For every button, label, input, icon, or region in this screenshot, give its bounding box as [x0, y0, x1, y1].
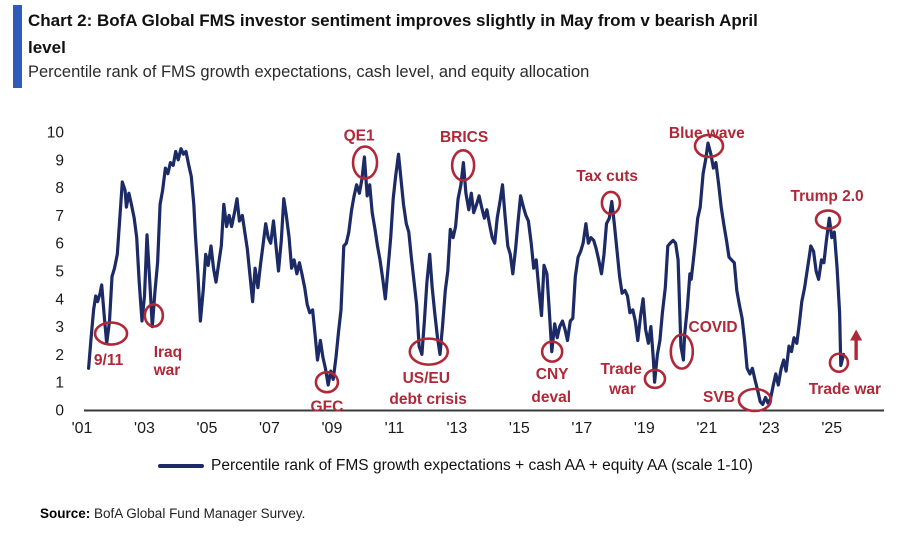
title-accent-bar	[13, 5, 22, 88]
legend: Percentile rank of FMS growth expectatio…	[158, 457, 753, 475]
y-tick-label: 1	[55, 375, 64, 392]
y-tick-label: 0	[55, 403, 64, 420]
sentiment-line	[86, 141, 846, 406]
annotation-circle	[408, 337, 450, 366]
up-arrow-head	[850, 329, 863, 341]
chart-title: Chart 2: BofA Global FMS investor sentim…	[28, 7, 878, 61]
annotation-label: Blue wave	[669, 125, 745, 142]
annotation-9-11: 9/11	[93, 321, 129, 369]
annotation-us-eu-debt-crisis: US/EU debt crisis	[389, 337, 467, 408]
annotation-circle	[814, 209, 842, 230]
annotation-gfc: GFC	[311, 370, 344, 415]
annotation-qe1: QE1	[344, 127, 379, 180]
chart-title-line2: level	[28, 38, 66, 57]
annotation-label: war	[608, 381, 636, 398]
x-tick-label: '13	[446, 420, 467, 437]
y-tick-label: 3	[55, 319, 64, 336]
y-tick-label: 6	[55, 236, 64, 253]
annotation-circle	[143, 303, 165, 328]
x-axis-labels: '01 '03 '05 '07 '09 '11 '13 '15 '17 '19 '21 '23 '25	[72, 420, 843, 437]
annotation-circle	[351, 145, 379, 180]
x-tick-label: '07	[259, 420, 280, 437]
source-label: Source:	[40, 506, 91, 521]
y-tick-label: 8	[55, 180, 64, 197]
annotation-circle	[93, 321, 129, 346]
annotation-blue-wave: Blue wave	[669, 125, 745, 159]
x-tick-label: '21	[696, 420, 717, 437]
x-tick-label: '19	[634, 420, 655, 437]
x-tick-label: '01	[72, 420, 93, 437]
y-tick-label: 10	[47, 125, 65, 142]
annotation-trade-war-2025: Trade war	[809, 329, 881, 398]
y-axis-labels: 0 1 2 3 4 5 6 7 8 9 10	[47, 125, 65, 420]
source-text: BofA Global Fund Manager Survey.	[90, 506, 306, 521]
annotation-label: US/EU	[403, 370, 450, 387]
annotation-circle	[828, 352, 850, 374]
x-tick-label: '23	[759, 420, 780, 437]
annotation-label: SVB	[703, 389, 735, 406]
x-tick-label: '11	[385, 420, 405, 437]
annotation-label: Trade war	[809, 381, 881, 398]
x-tick-label: '09	[321, 420, 342, 437]
chart-subtitle: Percentile rank of FMS growth expectatio…	[28, 63, 590, 81]
annotation-label: deval	[531, 389, 571, 406]
annotation-label: QE1	[344, 127, 375, 144]
annotation-label: GFC	[311, 398, 344, 415]
annotation-label: 9/11	[94, 352, 124, 369]
annotation-label: COVID	[689, 319, 738, 336]
chart-title-line1: Chart 2: BofA Global FMS investor sentim…	[28, 11, 758, 30]
annotation-tax-cuts: Tax cuts	[576, 168, 638, 216]
x-tick-label: '05	[197, 420, 218, 437]
x-tick-label: '03	[134, 420, 155, 437]
annotation-circle	[669, 333, 695, 370]
annotation-circle	[643, 368, 667, 390]
annotation-covid: COVID	[669, 319, 738, 370]
x-tick-label: '15	[509, 420, 530, 437]
annotation-label: Trade	[601, 361, 643, 378]
x-tick-label: '25	[821, 420, 842, 437]
annotation-brics: BRICS	[440, 129, 488, 182]
y-tick-label: 9	[55, 152, 64, 169]
annotation-circle	[600, 190, 622, 216]
y-tick-label: 5	[55, 264, 64, 281]
annotation-circle	[314, 370, 340, 394]
legend-line-sample	[158, 464, 204, 468]
y-tick-label: 4	[55, 291, 64, 308]
annotation-circle	[450, 149, 476, 182]
annotation-trade-war-2019: Trade war	[601, 361, 667, 398]
annotation-label: Iraq	[154, 344, 182, 361]
legend-label: Percentile rank of FMS growth expectatio…	[211, 457, 753, 474]
y-tick-label: 2	[55, 347, 64, 364]
annotation-label: Trump 2.0	[790, 188, 863, 205]
annotation-circle	[737, 387, 773, 413]
annotation-label: war	[153, 362, 181, 379]
annotation-label: BRICS	[440, 129, 488, 146]
source-note: Source: BofA Global Fund Manager Survey.	[40, 506, 305, 521]
annotation-circle	[693, 133, 725, 159]
annotation-label: Tax cuts	[576, 168, 638, 185]
annotation-label: CNY	[536, 366, 569, 383]
y-tick-label: 7	[55, 208, 64, 225]
annotation-circle	[540, 340, 564, 363]
x-tick-label: '17	[571, 420, 592, 437]
annotation-trump-2-0: Trump 2.0	[790, 188, 864, 230]
annotation-label: debt crisis	[389, 391, 467, 408]
annotation-svb: SVB	[703, 387, 773, 413]
annotation-cny-deval: CNY deval	[531, 340, 571, 406]
